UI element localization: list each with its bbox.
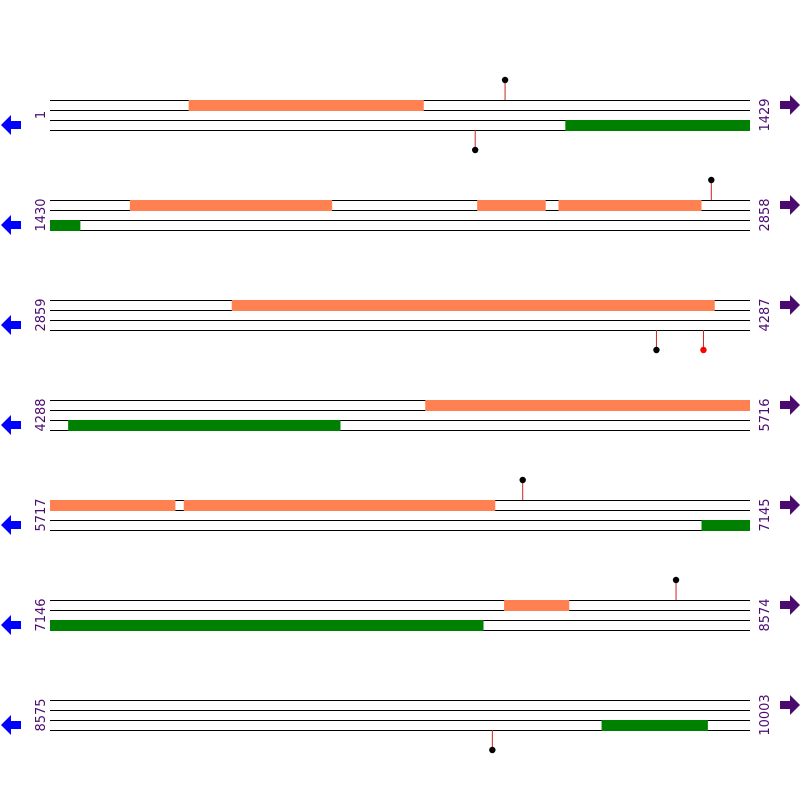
site-marker-dot — [501, 76, 509, 84]
row-end-coordinate: 1429 — [758, 98, 773, 131]
arrow-right-icon — [780, 595, 800, 615]
site-marker-dot — [700, 346, 707, 354]
map-row: 2859 4287 — [1, 295, 800, 354]
site-marker-dot — [653, 346, 660, 354]
row-start-coordinate: 2859 — [34, 298, 49, 331]
row-start-coordinate: 1430 — [34, 198, 49, 231]
arrow-left-icon — [1, 415, 21, 435]
map-row: 4288 5716 — [1, 395, 800, 435]
row-start-coordinate: 8575 — [34, 698, 49, 731]
reverse-feature — [50, 220, 81, 231]
arrow-left-icon — [1, 215, 21, 235]
forward-feature — [477, 200, 546, 211]
forward-feature — [183, 500, 496, 511]
reverse-feature — [50, 620, 484, 631]
arrow-left-icon — [1, 115, 21, 135]
row-end-coordinate: 7145 — [758, 498, 773, 531]
reverse-feature — [565, 120, 750, 131]
site-marker-dot — [489, 746, 496, 754]
row-end-coordinate: 8574 — [758, 598, 773, 631]
row-start-coordinate: 7146 — [34, 598, 49, 631]
forward-feature — [425, 400, 750, 411]
row-start-coordinate: 5717 — [34, 498, 49, 531]
arrow-right-icon — [780, 195, 800, 215]
arrow-left-icon — [1, 515, 21, 535]
arrow-left-icon — [1, 715, 21, 735]
arrow-right-icon — [780, 695, 800, 715]
row-start-coordinate: 1 — [34, 111, 49, 119]
row-end-coordinate: 2858 — [758, 198, 773, 231]
row-end-coordinate: 5716 — [758, 398, 773, 431]
row-end-coordinate: 4287 — [758, 298, 773, 331]
forward-feature — [231, 300, 715, 311]
reverse-feature — [601, 720, 708, 731]
reverse-feature — [701, 520, 750, 531]
arrow-right-icon — [780, 495, 800, 515]
forward-feature — [129, 200, 333, 211]
forward-feature — [504, 600, 570, 611]
map-row: 5717 7145 — [1, 476, 800, 535]
arrow-right-icon — [780, 95, 800, 115]
site-marker-dot — [708, 176, 715, 184]
forward-feature — [188, 100, 424, 111]
forward-feature — [50, 500, 176, 511]
site-marker-dot — [672, 576, 680, 584]
map-row: 1430 2858 — [1, 176, 800, 235]
arrow-left-icon — [1, 315, 21, 335]
arrow-left-icon — [1, 615, 21, 635]
reverse-feature — [68, 420, 341, 431]
site-marker-dot — [519, 476, 526, 484]
forward-feature — [558, 200, 702, 211]
map-row: 7146 8574 — [1, 576, 800, 635]
row-start-coordinate: 4288 — [34, 398, 49, 431]
map-row: 8575 10003 — [1, 694, 800, 754]
map-row: 1 1429 — [1, 76, 800, 154]
site-marker-dot — [471, 146, 479, 154]
arrow-right-icon — [780, 295, 800, 315]
arrow-right-icon — [780, 395, 800, 415]
row-end-coordinate: 10003 — [758, 694, 773, 735]
